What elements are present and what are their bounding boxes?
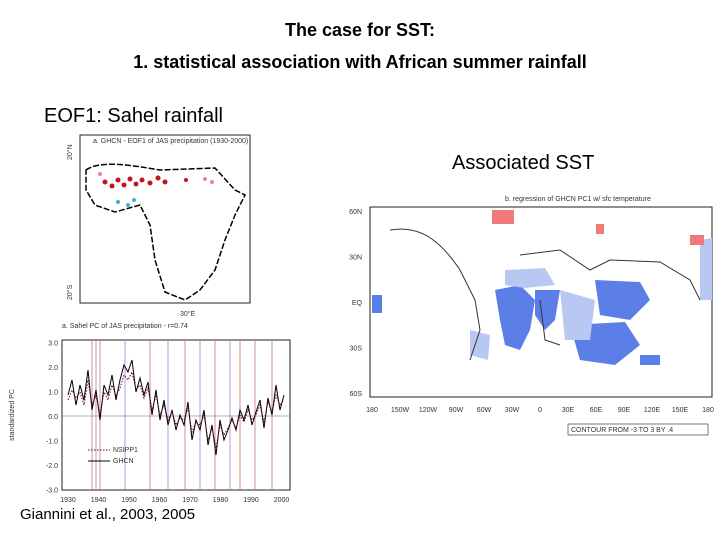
lon-label: 180 bbox=[702, 407, 714, 414]
y-tick-label: 2.0 bbox=[48, 365, 58, 372]
y-tick-label: -3.0 bbox=[46, 488, 58, 495]
y-tick-label: 1.0 bbox=[48, 390, 58, 397]
right-heading: Associated SST bbox=[452, 152, 594, 174]
lon-label: 150W bbox=[391, 407, 410, 414]
legend-label: GHCN bbox=[113, 458, 134, 465]
timeseries-panel: a. Sahel PC of JAS precipitation - r=0.7… bbox=[9, 323, 291, 504]
panel-title: a. Sahel PC of JAS precipitation - r=0.7… bbox=[62, 323, 188, 330]
sst-map: b. regression of GHCN PC1 w/ sfc tempera… bbox=[349, 196, 714, 436]
lon-label: 180 bbox=[366, 407, 378, 414]
lat-label: 20°N bbox=[66, 144, 74, 160]
lon-label: 120E bbox=[644, 407, 661, 414]
lon-label: 30E bbox=[562, 407, 575, 414]
axis-label: standardized PC bbox=[9, 389, 16, 441]
lon-label: 120W bbox=[419, 407, 438, 414]
x-tick-label: 1940 bbox=[91, 497, 107, 504]
contour-note: CONTOUR FROM -3 TO 3 BY .4 bbox=[571, 427, 673, 434]
lon-label: 30°E bbox=[180, 310, 196, 318]
x-tick-label: 1980 bbox=[213, 497, 229, 504]
y-tick-label: 0.0 bbox=[48, 414, 58, 421]
y-tick-label: 3.0 bbox=[48, 341, 58, 348]
lon-label: 150E bbox=[672, 407, 689, 414]
title-line: The case for SST: bbox=[285, 20, 435, 40]
eof-map: a. GHCN - EOF1 of JAS precipitation (193… bbox=[66, 134, 251, 318]
lon-label: 30W bbox=[505, 407, 520, 414]
y-tick-label: -2.0 bbox=[46, 463, 58, 470]
lat-label: 30S bbox=[350, 346, 363, 353]
lat-label: 60S bbox=[350, 391, 363, 398]
lon-label: 90W bbox=[449, 407, 464, 414]
y-tick-label: -1.0 bbox=[46, 439, 58, 446]
x-tick-label: 1950 bbox=[121, 497, 137, 504]
lon-label: 90E bbox=[618, 407, 631, 414]
lon-label: 0 bbox=[538, 407, 542, 414]
lon-label: 60W bbox=[477, 407, 492, 414]
lat-label: 60N bbox=[349, 209, 362, 216]
x-tick-label: 1970 bbox=[182, 497, 198, 504]
lat-label: EQ bbox=[352, 300, 363, 307]
x-tick-label: 1930 bbox=[60, 497, 76, 504]
citation: Giannini et al., 2003, 2005 bbox=[20, 506, 195, 523]
left-heading: EOF1: Sahel rainfall bbox=[44, 105, 223, 127]
map-title: a. GHCN - EOF1 of JAS precipitation (193… bbox=[93, 138, 248, 145]
lon-label: 60E bbox=[590, 407, 603, 414]
x-tick-label: 1990 bbox=[243, 497, 259, 504]
map-title: b. regression of GHCN PC1 w/ sfc tempera… bbox=[505, 196, 651, 203]
lat-label: 20°S bbox=[66, 284, 74, 300]
x-tick-label: 1960 bbox=[152, 497, 168, 504]
title-line: 1. statistical association with African … bbox=[133, 52, 586, 72]
x-tick-label: 2000 bbox=[274, 497, 290, 504]
legend-label: NSIPP1 bbox=[113, 447, 138, 454]
lat-label: 30N bbox=[349, 255, 362, 262]
